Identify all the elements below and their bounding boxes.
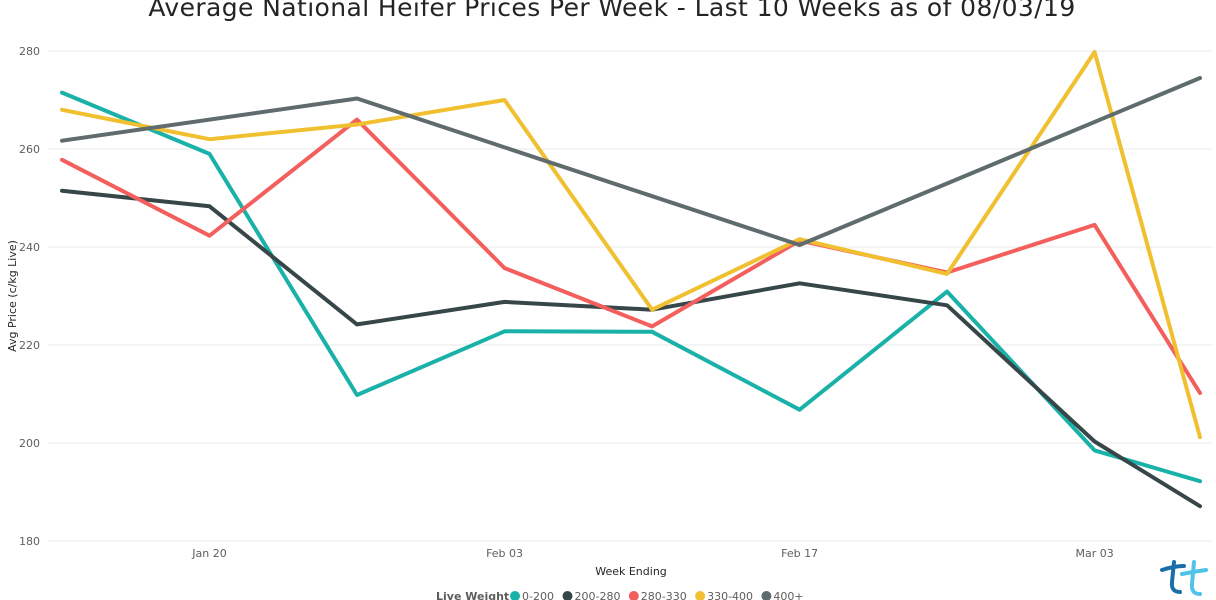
y-tick-label: 200: [19, 437, 40, 450]
x-tick-label: Mar 03: [1076, 547, 1114, 560]
legend-item-label[interactable]: 200-280: [575, 590, 621, 600]
y-axis-ticks: 180 200 220 240 260 280: [19, 45, 40, 548]
x-tick-label: Feb 17: [781, 547, 818, 560]
y-tick-label: 260: [19, 143, 40, 156]
y-tick-label: 220: [19, 339, 40, 352]
x-tick-label: Feb 03: [486, 547, 523, 560]
series-line-280-330[interactable]: [60, 117, 1202, 395]
series-line-400+[interactable]: [60, 76, 1202, 247]
legend-marker: [695, 591, 706, 600]
legend-title: Live Weight: [436, 590, 509, 600]
legend-marker: [761, 591, 772, 600]
y-tick-label: 240: [19, 241, 40, 254]
series-line-330-400[interactable]: [60, 50, 1202, 440]
legend-item-label[interactable]: 0-200: [522, 590, 554, 600]
x-tick-label: Jan 20: [191, 547, 226, 560]
legend[interactable]: Live Weight 0-200 200-280 280-330 330-400 40…: [436, 590, 804, 600]
legend-marker: [510, 591, 520, 600]
series-line-200-280[interactable]: [60, 188, 1202, 509]
series-lines: [60, 50, 1202, 509]
y-tick-label: 280: [19, 45, 40, 58]
legend-marker: [562, 591, 573, 600]
y-axis-label: Avg Price (c/kg Live): [6, 240, 19, 352]
legend-item-label[interactable]: 400+: [773, 590, 803, 600]
x-axis-ticks: Jan 20 Feb 03 Feb 17 Mar 03: [191, 547, 1113, 560]
y-tick-label: 180: [19, 535, 40, 548]
legend-marker: [628, 591, 639, 600]
legend-item-label[interactable]: 330-400: [707, 590, 753, 600]
x-axis-label: Week Ending: [595, 565, 667, 578]
chart-title: Average National Heifer Prices Per Week …: [148, 0, 1075, 22]
brand-logo-icon: [1160, 560, 1208, 596]
legend-item-label[interactable]: 280-330: [641, 590, 687, 600]
gridlines: [48, 50, 1212, 542]
